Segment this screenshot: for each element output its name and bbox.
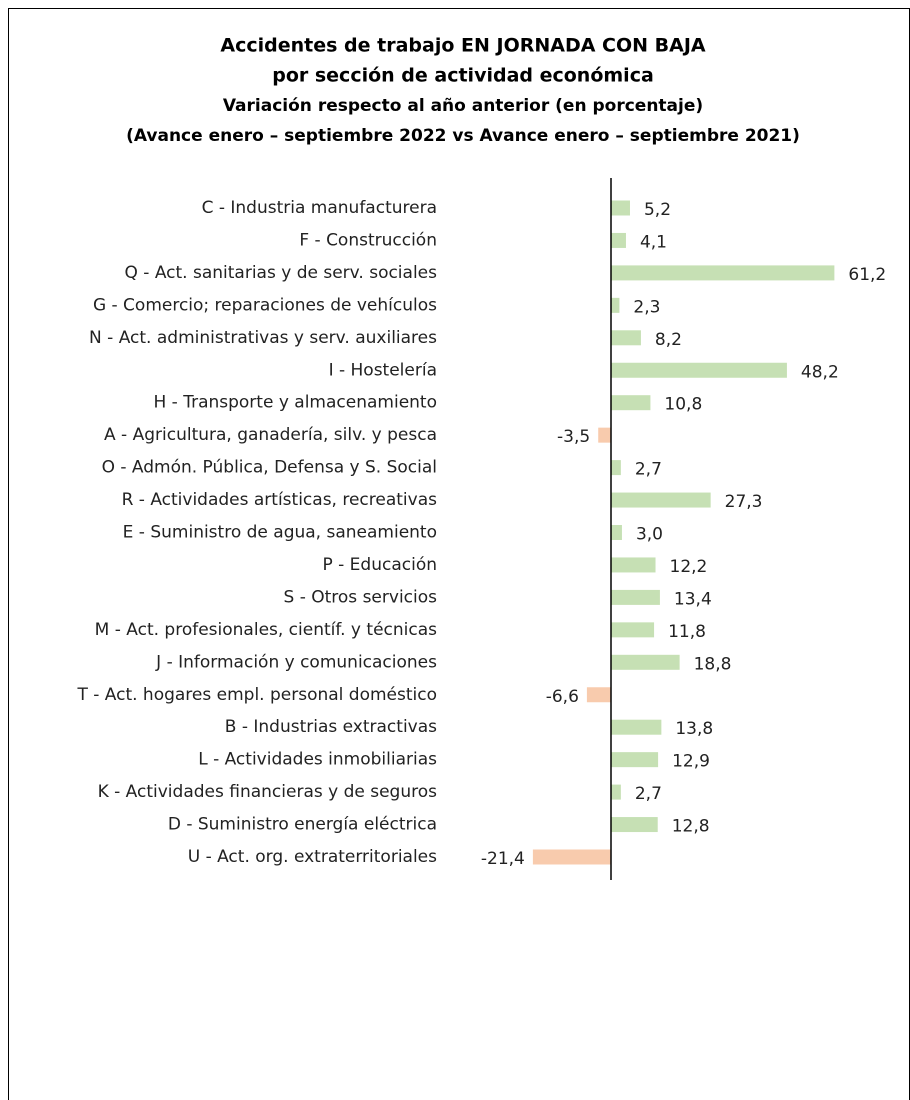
bar xyxy=(611,460,621,476)
value-label: 2,7 xyxy=(635,460,662,480)
y-tick-label: S - Otros servicios xyxy=(284,587,438,607)
value-label: 4,1 xyxy=(640,232,667,252)
chart-title: Accidentes de trabajo EN JORNADA CON BAJ… xyxy=(220,35,706,57)
y-tick-label: T - Act. hogares empl. personal doméstic… xyxy=(76,685,437,705)
chart-title: por sección de actividad económica xyxy=(272,65,654,87)
y-tick-label: E - Suministro de agua, saneamiento xyxy=(123,523,437,543)
y-tick-label: K - Actividades financieras y de seguros xyxy=(98,782,438,802)
y-tick-label: P - Educación xyxy=(322,555,437,575)
y-tick-label: C - Industria manufacturera xyxy=(202,198,437,218)
y-tick-label: B - Industrias extractivas xyxy=(225,717,437,737)
y-tick-label: M - Act. profesionales, científ. y técni… xyxy=(95,620,437,640)
value-label: 3,0 xyxy=(636,525,663,545)
value-label: 12,8 xyxy=(672,817,710,837)
bar xyxy=(611,492,711,508)
value-label: 11,8 xyxy=(668,622,706,642)
bar xyxy=(611,525,622,540)
bar xyxy=(598,427,611,443)
bar xyxy=(611,232,626,248)
y-tick-label: U - Act. org. extraterritoriales xyxy=(188,847,437,867)
value-label: -6,6 xyxy=(546,687,579,707)
y-tick-label: N - Act. administrativas y serv. auxilia… xyxy=(89,328,437,348)
y-tick-label: L - Actividades inmobiliarias xyxy=(198,750,437,770)
value-label: 2,3 xyxy=(633,297,660,317)
value-label: 5,2 xyxy=(644,200,671,220)
bar xyxy=(611,752,659,768)
bar xyxy=(611,719,662,735)
chart-subtitle: (Avance enero – septiembre 2022 vs Avanc… xyxy=(126,126,800,146)
y-tick-label: O - Admón. Pública, Defensa y S. Social xyxy=(102,458,437,478)
y-tick-label: R - Actividades artísticas, recreativas xyxy=(122,490,438,510)
value-label: -3,5 xyxy=(557,427,590,447)
bar xyxy=(611,557,656,573)
value-label: 10,8 xyxy=(664,395,702,415)
y-tick-label: A - Agricultura, ganadería, silv. y pesc… xyxy=(104,425,437,445)
bar xyxy=(611,297,620,313)
bar xyxy=(532,849,611,865)
bar xyxy=(611,200,630,216)
value-label: 61,2 xyxy=(848,265,886,285)
bar xyxy=(611,265,835,281)
value-label: 48,2 xyxy=(801,362,839,382)
bar xyxy=(611,395,651,411)
value-label: 13,8 xyxy=(675,719,713,739)
value-label: 8,2 xyxy=(655,330,682,350)
value-label: 2,7 xyxy=(635,784,662,804)
bar xyxy=(611,622,655,638)
bar xyxy=(611,362,787,378)
value-label: 18,8 xyxy=(694,654,732,674)
bar xyxy=(611,654,680,670)
value-label: 13,4 xyxy=(674,589,712,609)
value-label: 27,3 xyxy=(725,492,763,512)
y-tick-label: J - Información y comunicaciones xyxy=(155,652,437,672)
value-label: 12,9 xyxy=(672,752,710,772)
y-tick-label: D - Suministro energía eléctrica xyxy=(168,815,437,835)
bar xyxy=(586,687,611,703)
chart-subtitle: Variación respecto al año anterior (en p… xyxy=(223,96,703,116)
frame xyxy=(8,8,910,1100)
bar xyxy=(611,784,621,800)
y-tick-label: I - Hostelería xyxy=(329,360,437,380)
value-label: 12,2 xyxy=(670,557,708,577)
bar xyxy=(611,817,658,833)
bar xyxy=(611,330,641,346)
value-label: -21,4 xyxy=(481,849,525,869)
bar xyxy=(611,589,660,605)
y-tick-label: H - Transporte y almacenamiento xyxy=(153,393,437,413)
y-tick-label: F - Construcción xyxy=(299,230,437,250)
y-tick-label: Q - Act. sanitarias y de serv. sociales xyxy=(125,263,438,283)
y-tick-label: G - Comercio; reparaciones de vehículos xyxy=(93,295,437,315)
